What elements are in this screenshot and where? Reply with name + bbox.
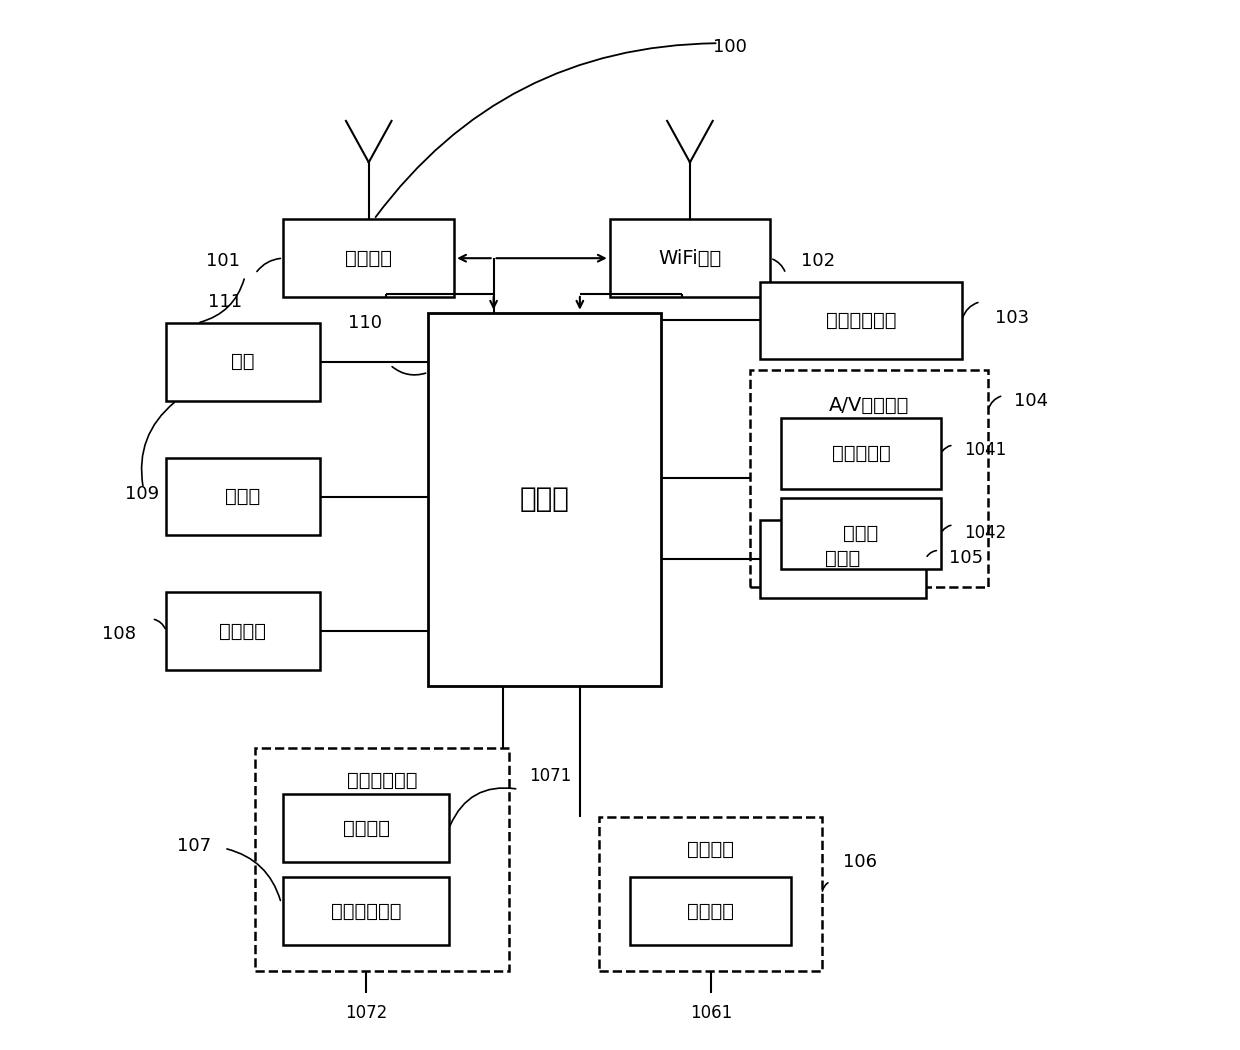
Bar bbox=[283, 878, 449, 945]
Text: 100: 100 bbox=[713, 38, 748, 56]
Text: 1072: 1072 bbox=[345, 1004, 387, 1022]
Text: WiFi模块: WiFi模块 bbox=[658, 249, 722, 268]
Text: 109: 109 bbox=[125, 485, 159, 503]
Text: 102: 102 bbox=[801, 252, 836, 270]
Bar bbox=[428, 313, 661, 686]
Text: 1071: 1071 bbox=[528, 766, 572, 784]
Text: 存储器: 存储器 bbox=[226, 487, 260, 506]
Bar bbox=[283, 219, 454, 297]
Text: 显示单元: 显示单元 bbox=[687, 840, 734, 859]
Text: 107: 107 bbox=[176, 837, 211, 855]
Text: A/V输入单元: A/V输入单元 bbox=[828, 396, 909, 415]
Text: 1061: 1061 bbox=[689, 1004, 733, 1022]
Bar bbox=[166, 323, 320, 401]
Bar bbox=[283, 795, 449, 862]
Text: 106: 106 bbox=[843, 853, 877, 870]
Text: 用户输入单元: 用户输入单元 bbox=[347, 771, 418, 790]
Bar bbox=[781, 498, 941, 568]
Text: 1041: 1041 bbox=[963, 441, 1006, 460]
Bar bbox=[630, 878, 791, 945]
Bar bbox=[166, 458, 320, 536]
Text: 108: 108 bbox=[102, 625, 136, 643]
Text: 触控面板: 触控面板 bbox=[342, 819, 389, 838]
Bar bbox=[781, 418, 941, 488]
Text: 处理器: 处理器 bbox=[520, 485, 570, 513]
Text: 射频单元: 射频单元 bbox=[345, 249, 392, 268]
Text: 电源: 电源 bbox=[231, 353, 254, 372]
Bar bbox=[166, 592, 320, 670]
Text: 图形处理器: 图形处理器 bbox=[832, 444, 890, 463]
Text: 101: 101 bbox=[206, 252, 239, 270]
Bar bbox=[610, 219, 770, 297]
Text: 104: 104 bbox=[1014, 392, 1048, 410]
Text: 接口单元: 接口单元 bbox=[219, 622, 267, 640]
Text: 其他输入设备: 其他输入设备 bbox=[331, 902, 402, 921]
Text: 103: 103 bbox=[994, 309, 1029, 327]
Text: 麦克风: 麦克风 bbox=[843, 524, 878, 543]
Text: 传感器: 传感器 bbox=[825, 549, 861, 568]
Bar bbox=[760, 281, 962, 359]
Bar bbox=[599, 817, 822, 970]
Text: 105: 105 bbox=[950, 549, 983, 567]
Bar bbox=[760, 520, 925, 597]
Bar bbox=[749, 370, 988, 587]
Text: 显示面板: 显示面板 bbox=[687, 902, 734, 921]
Text: 110: 110 bbox=[347, 314, 382, 332]
Text: 1042: 1042 bbox=[963, 524, 1006, 542]
Bar bbox=[255, 748, 510, 970]
Text: 111: 111 bbox=[207, 293, 242, 311]
Text: 音频输出单元: 音频输出单元 bbox=[826, 311, 897, 330]
